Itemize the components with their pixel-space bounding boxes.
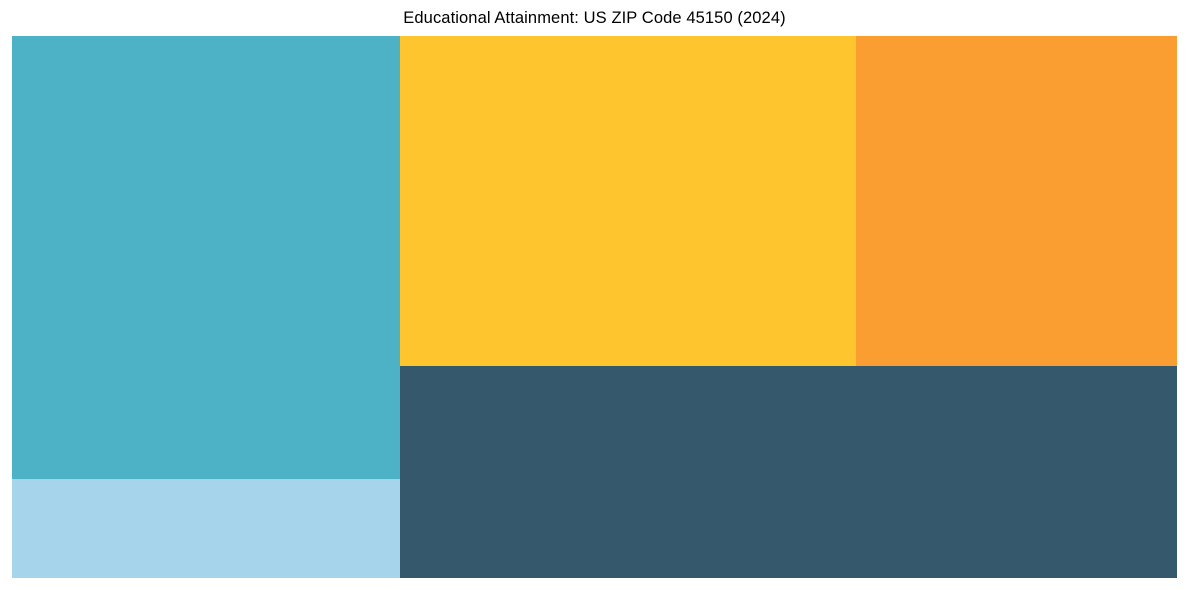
treemap-segment-teal[interactable] <box>12 36 400 479</box>
treemap-segment-light-blue[interactable] <box>12 479 400 578</box>
treemap-segment-yellow[interactable] <box>400 36 856 366</box>
treemap-segment-dark-slate[interactable] <box>400 366 1177 578</box>
chart-title: Educational Attainment: US ZIP Code 4515… <box>403 9 786 27</box>
treemap-segment-orange[interactable] <box>856 36 1177 366</box>
